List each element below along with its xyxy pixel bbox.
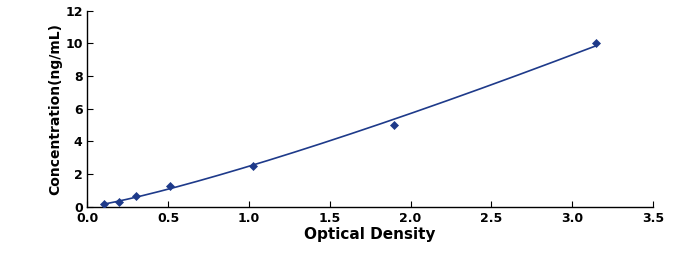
Y-axis label: Concentration(ng/mL): Concentration(ng/mL)	[48, 23, 63, 195]
X-axis label: Optical Density: Optical Density	[304, 227, 436, 242]
